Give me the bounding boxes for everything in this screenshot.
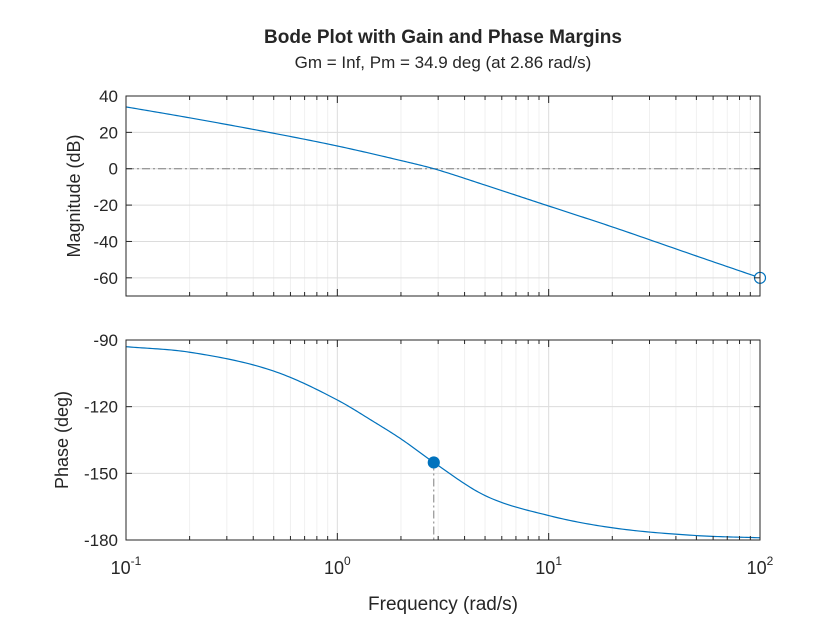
phase-axes-box: [125, 339, 761, 541]
magnitude-y-tick-label: 20: [99, 123, 118, 142]
magnitude-y-tick-label: -20: [93, 196, 118, 215]
phase-y-tick-label: -90: [93, 331, 118, 350]
magnitude-series-line: [125, 106, 761, 279]
phase-y-axis-label: Phase (deg): [52, 391, 72, 489]
magnitude-y-tick-label: 40: [99, 87, 118, 106]
phase-y-tick-label: -150: [84, 464, 118, 483]
phase-y-tick-label: -120: [84, 398, 118, 417]
phase-y-tick-label: -180: [84, 531, 118, 550]
x-axis-label: Frequency (rad/s): [368, 594, 518, 615]
chart-subtitle: Gm = Inf, Pm = 34.9 deg (at 2.86 rad/s): [294, 53, 592, 72]
magnitude-axes-box: [125, 95, 761, 297]
phase-series-line: [125, 346, 761, 539]
x-tick-label: 101: [535, 554, 562, 578]
magnitude-axes-background: [126, 96, 760, 296]
magnitude-y-tick-label: 0: [109, 160, 118, 179]
magnitude-y-axis-label: Magnitude (dB): [64, 134, 84, 257]
x-tick-label: 100: [324, 554, 351, 578]
magnitude-y-tick-label: -60: [93, 269, 118, 288]
phase-axes-background: [126, 340, 760, 540]
phase-phase-margin-marker: [427, 456, 440, 469]
magnitude-y-tick-label: -40: [93, 232, 118, 251]
x-tick-label: 102: [747, 554, 774, 578]
chart-title: Bode Plot with Gain and Phase Margins: [264, 27, 622, 48]
x-tick-label: 10-1: [111, 554, 142, 578]
